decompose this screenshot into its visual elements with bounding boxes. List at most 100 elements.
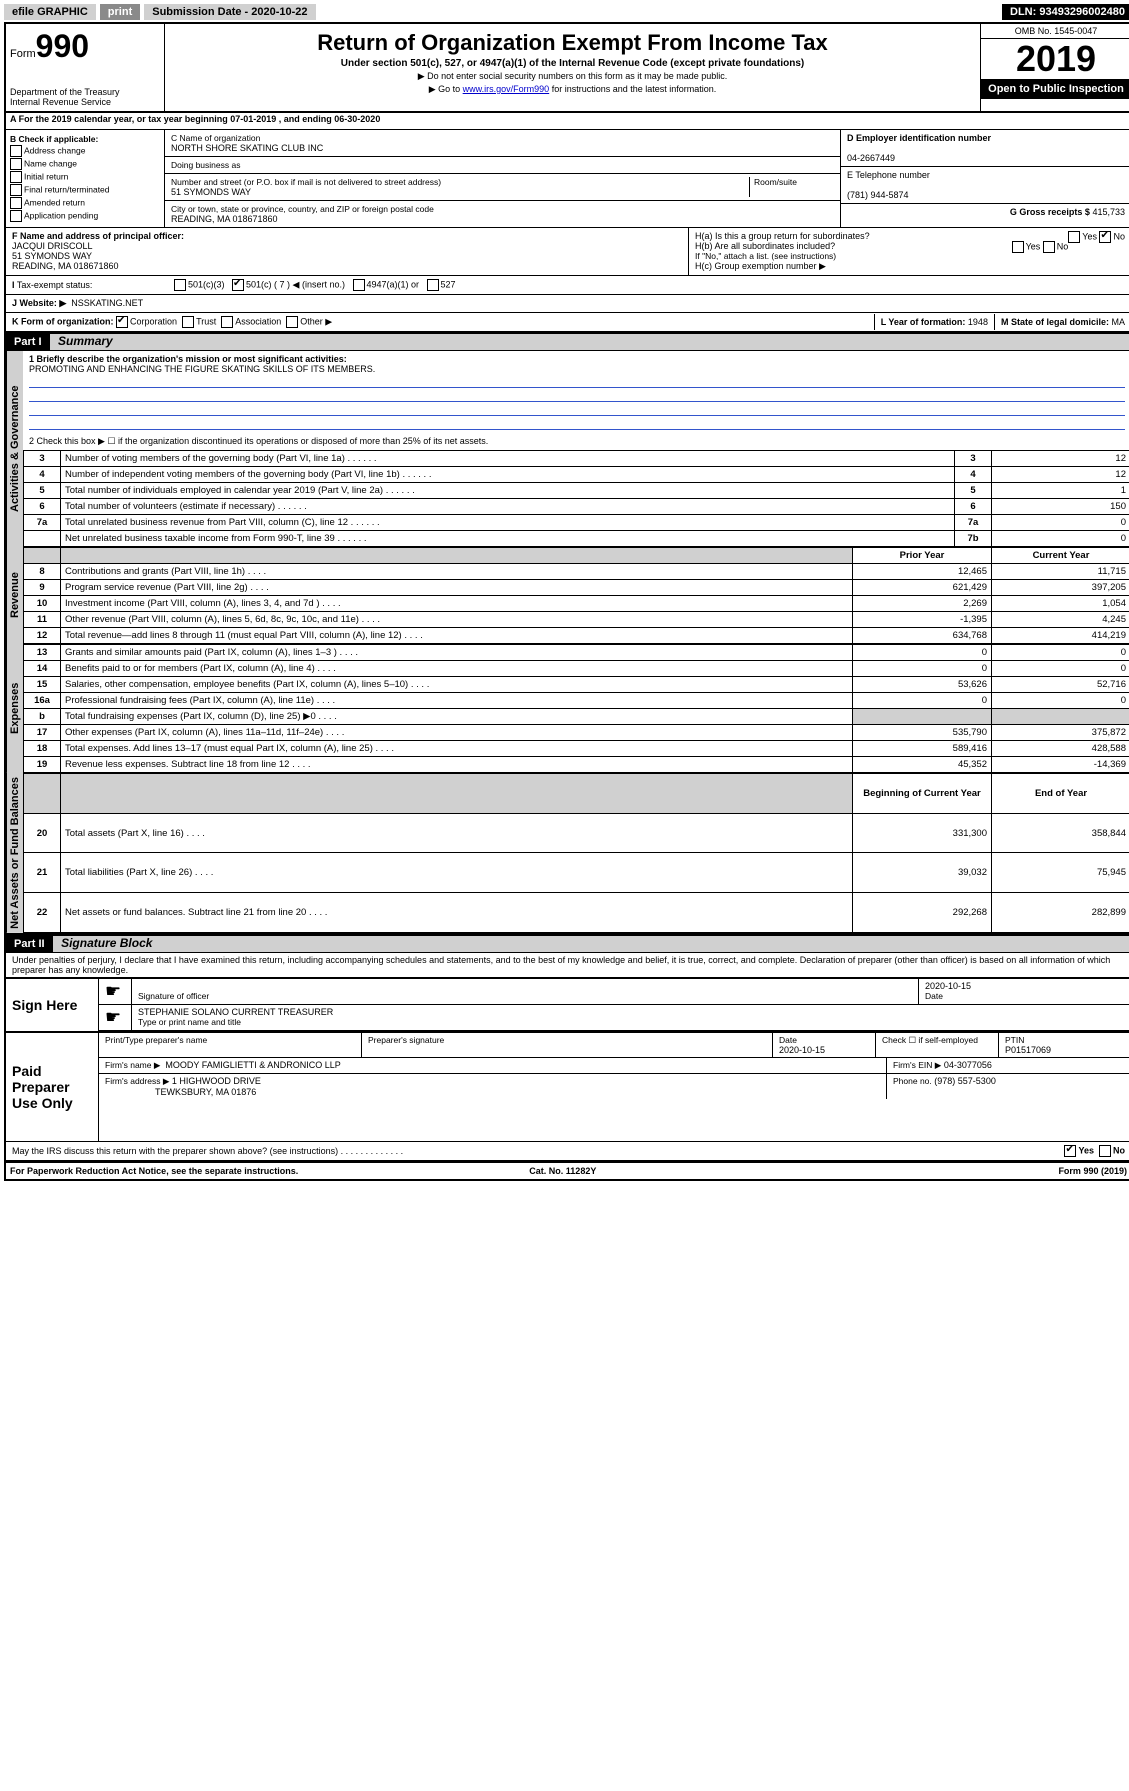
vlabel-expenses: Expenses <box>6 644 23 773</box>
period-line: A For the 2019 calendar year, or tax yea… <box>6 113 1129 130</box>
street-address: 51 SYMONDS WAY <box>171 187 749 197</box>
mission-text: PROMOTING AND ENHANCING THE FIGURE SKATI… <box>29 364 375 374</box>
ha-yes[interactable]: Yes <box>1082 231 1097 241</box>
table-row: 15Salaries, other compensation, employee… <box>24 677 1129 693</box>
ha-no[interactable]: No <box>1113 231 1125 241</box>
chk-address[interactable]: Address change <box>10 145 160 157</box>
ein-label: D Employer identification number <box>847 133 991 143</box>
phone-label: E Telephone number <box>847 170 930 180</box>
hb-no[interactable]: No <box>1057 241 1069 251</box>
website-row: J Website: ▶ NSSKATING.NET <box>6 295 1129 313</box>
table-row: 20Total assets (Part X, line 16) . . . .… <box>24 813 1129 853</box>
expenses-section: Expenses 13Grants and similar amounts pa… <box>6 644 1129 773</box>
table-row: 11Other revenue (Part VIII, column (A), … <box>24 612 1129 628</box>
col-end: End of Year <box>992 774 1129 814</box>
website-value: NSSKATING.NET <box>71 298 143 308</box>
discuss-label: May the IRS discuss this return with the… <box>12 1146 338 1156</box>
tax-year: 2019 <box>981 39 1129 79</box>
sign-arrow-icon: ☛ <box>99 979 132 1004</box>
sig-officer-label: Signature of officer <box>138 991 209 1001</box>
goto-pre: ▶ Go to <box>429 84 463 94</box>
table-row: 18Total expenses. Add lines 13–17 (must … <box>24 741 1129 757</box>
form-footer: Form 990 (2019) <box>1058 1166 1127 1176</box>
irs-link[interactable]: www.irs.gov/Form990 <box>463 84 550 94</box>
chk-final[interactable]: Final return/terminated <box>10 184 160 196</box>
k-label: K Form of organization: <box>12 316 114 326</box>
table-row: 16aProfessional fundraising fees (Part I… <box>24 693 1129 709</box>
prep-sig-label: Preparer's signature <box>368 1035 444 1045</box>
discuss-no[interactable]: No <box>1113 1145 1125 1155</box>
firm-name: MOODY FAMIGLIETTI & ANDRONICO LLP <box>165 1060 340 1070</box>
chk-initial[interactable]: Initial return <box>10 171 160 183</box>
klm-row: K Form of organization: Corporation Trus… <box>6 313 1129 333</box>
i-4947[interactable]: 4947(a)(1) or <box>367 279 420 289</box>
form-number: Form990 <box>10 28 160 65</box>
prep-name-label: Print/Type preparer's name <box>105 1035 207 1045</box>
gross-label: G Gross receipts $ <box>1010 207 1090 217</box>
goto-post: for instructions and the latest informat… <box>549 84 716 94</box>
chk-amended[interactable]: Amended return <box>10 197 160 209</box>
chk-pending[interactable]: Application pending <box>10 210 160 222</box>
table-row: 3Number of voting members of the governi… <box>24 451 1129 467</box>
netassets-table: Beginning of Current YearEnd of Year 20T… <box>23 773 1129 933</box>
paid-preparer-block: Paid Preparer Use Only Print/Type prepar… <box>6 1031 1129 1141</box>
i-527[interactable]: 527 <box>441 279 456 289</box>
submission-date: Submission Date - 2020-10-22 <box>144 4 315 20</box>
i-501c-other[interactable]: 501(c) ( 7 ) ◀ (insert no.) <box>246 279 345 289</box>
l-label: L Year of formation: <box>881 317 966 327</box>
efile-label[interactable]: efile GRAPHIC <box>4 4 96 20</box>
vlabel-revenue: Revenue <box>6 547 23 644</box>
hc-label: H(c) Group exemption number ▶ <box>695 261 1125 272</box>
part1-header: Part I Summary <box>6 333 1129 351</box>
table-row: 6Total number of volunteers (estimate if… <box>24 499 1129 515</box>
vlabel-netassets: Net Assets or Fund Balances <box>6 773 23 933</box>
m-value: MA <box>1112 317 1126 327</box>
table-row: 13Grants and similar amounts paid (Part … <box>24 645 1129 661</box>
addr-label: Number and street (or P.O. box if mail i… <box>171 177 749 187</box>
pra-notice: For Paperwork Reduction Act Notice, see … <box>10 1166 298 1176</box>
hb-yes[interactable]: Yes <box>1026 241 1041 251</box>
revenue-section: Revenue Prior YearCurrent Year 8Contribu… <box>6 547 1129 644</box>
part2-badge: Part II <box>6 936 53 952</box>
form-prefix: Form <box>10 48 36 60</box>
table-row: 8Contributions and grants (Part VIII, li… <box>24 564 1129 580</box>
discuss-yes[interactable]: Yes <box>1078 1145 1094 1155</box>
k-assoc[interactable]: Association <box>235 316 281 326</box>
self-employed-check[interactable]: Check ☐ if self-employed <box>876 1033 999 1057</box>
box-deg: D Employer identification number 04-2667… <box>840 130 1129 227</box>
tax-exempt-row: I Tax-exempt status: 501(c)(3) 501(c) ( … <box>6 276 1129 295</box>
box-b: B Check if applicable: Address change Na… <box>6 130 165 227</box>
typed-name-label: Type or print name and title <box>138 1017 241 1027</box>
governance-table: 3Number of voting members of the governi… <box>23 450 1129 547</box>
firm-name-label: Firm's name ▶ <box>105 1060 160 1070</box>
ptin-value: P01517069 <box>1005 1045 1051 1055</box>
firm-addr2: TEWKSBURY, MA 01876 <box>155 1087 256 1097</box>
k-corp[interactable]: Corporation <box>130 316 177 326</box>
print-button[interactable]: print <box>100 4 140 20</box>
col-current: Current Year <box>992 548 1129 564</box>
i-label: Tax-exempt status: <box>17 280 93 290</box>
i-501c3[interactable]: 501(c)(3) <box>188 279 225 289</box>
m-label: M State of legal domicile: <box>1001 317 1109 327</box>
mission-block: 1 Briefly describe the organization's mi… <box>23 351 1129 433</box>
chk-name[interactable]: Name change <box>10 158 160 170</box>
revenue-table: Prior YearCurrent Year 8Contributions an… <box>23 547 1129 644</box>
h-a-row: H(a) Is this a group return for subordin… <box>695 231 1125 241</box>
k-trust[interactable]: Trust <box>196 316 216 326</box>
ssn-note: ▶ Do not enter social security numbers o… <box>173 71 972 82</box>
part1-badge: Part I <box>6 334 50 350</box>
form-subtitle: Under section 501(c), 527, or 4947(a)(1)… <box>173 58 972 69</box>
mission-lines <box>29 374 1125 430</box>
paid-preparer-label: Paid Preparer Use Only <box>6 1033 99 1141</box>
officer-name: JACQUI DRISCOLL <box>12 241 93 251</box>
vlabel-governance: Activities & Governance <box>6 351 23 547</box>
table-row: Net unrelated business taxable income fr… <box>24 531 1129 547</box>
box-f: F Name and address of principal officer:… <box>6 228 689 275</box>
top-toolbar: efile GRAPHIC print Submission Date - 20… <box>4 4 1129 20</box>
officer-group-row: F Name and address of principal officer:… <box>6 228 1129 276</box>
firm-addr-label: Firm's address ▶ <box>105 1076 169 1086</box>
ptin-label: PTIN <box>1005 1035 1024 1045</box>
k-other[interactable]: Other ▶ <box>300 316 332 326</box>
box-h: H(a) Is this a group return for subordin… <box>689 228 1129 275</box>
table-row: 21Total liabilities (Part X, line 26) . … <box>24 853 1129 893</box>
